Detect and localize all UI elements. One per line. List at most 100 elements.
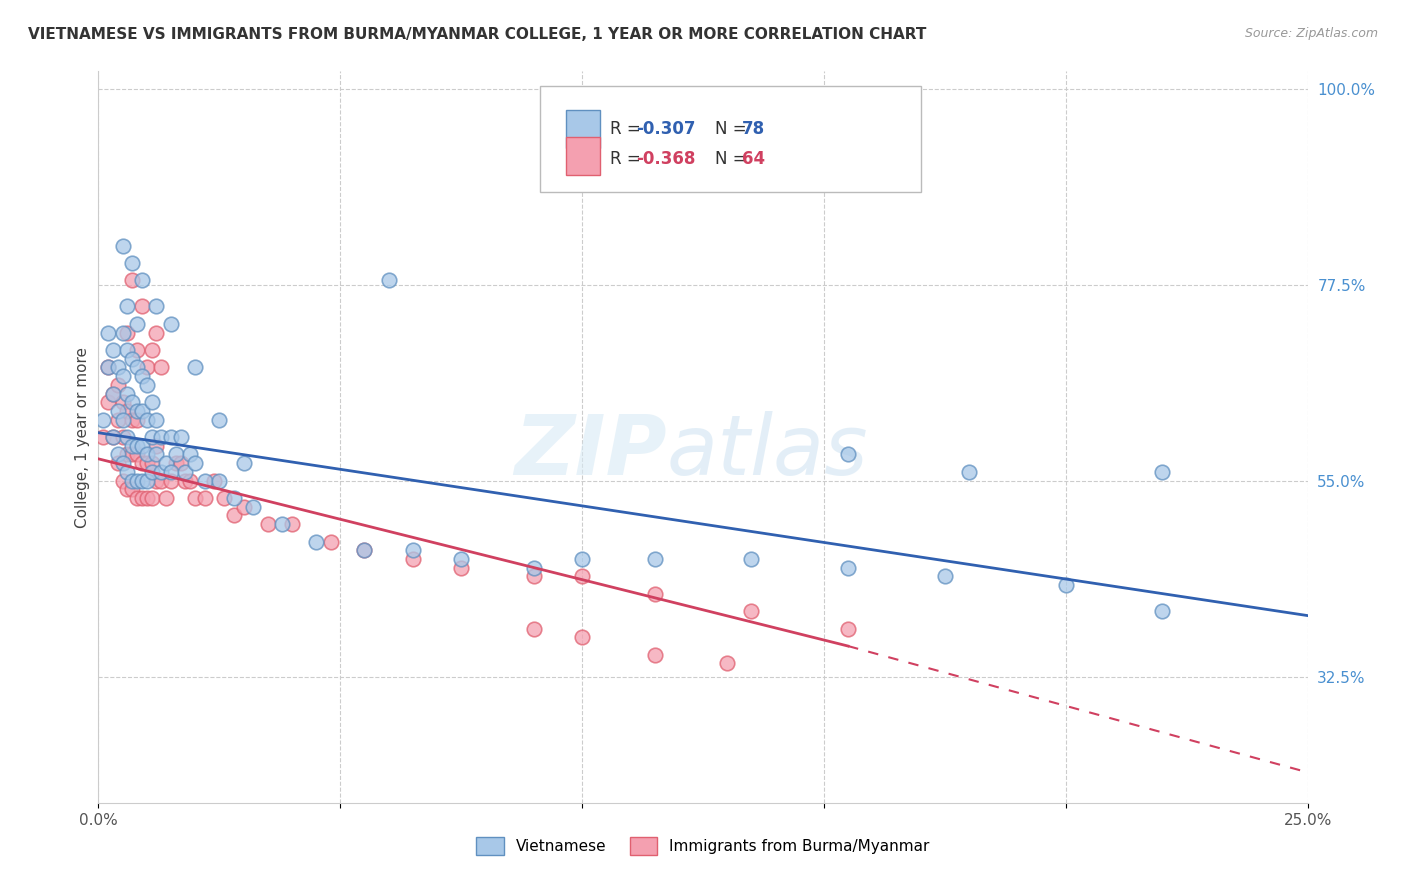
Point	[111, 369, 134, 384]
Point	[523, 560, 546, 574]
Point	[107, 456, 129, 470]
Point	[571, 552, 593, 566]
Point	[135, 448, 157, 462]
Point	[117, 300, 139, 314]
Point	[450, 552, 472, 566]
Point	[145, 300, 167, 314]
Point	[121, 412, 143, 426]
Point	[127, 474, 149, 488]
Point	[97, 360, 120, 375]
Point	[127, 491, 149, 505]
Point	[117, 343, 139, 357]
Point	[135, 456, 157, 470]
Point	[165, 456, 187, 470]
Point	[934, 569, 956, 583]
Point	[402, 552, 425, 566]
FancyBboxPatch shape	[540, 86, 921, 192]
Point	[107, 448, 129, 462]
Point	[121, 483, 143, 497]
Point	[97, 395, 120, 409]
Text: 78: 78	[742, 120, 765, 138]
Point	[121, 395, 143, 409]
Point	[256, 517, 278, 532]
Point	[111, 412, 134, 426]
Point	[160, 430, 183, 444]
Point	[242, 500, 264, 514]
Point	[194, 474, 217, 488]
Point	[305, 534, 328, 549]
Point	[160, 465, 183, 479]
Text: 64: 64	[742, 150, 765, 168]
Point	[91, 412, 114, 426]
Point	[141, 430, 163, 444]
Point	[141, 343, 163, 357]
Point	[155, 456, 177, 470]
Point	[121, 351, 143, 366]
Y-axis label: College, 1 year or more: College, 1 year or more	[75, 347, 90, 527]
Text: N =: N =	[716, 150, 752, 168]
Point	[145, 448, 167, 462]
Point	[107, 412, 129, 426]
Text: R =: R =	[610, 150, 645, 168]
Point	[212, 491, 235, 505]
Text: -0.368: -0.368	[637, 150, 696, 168]
Point	[174, 465, 197, 479]
Point	[127, 439, 149, 453]
Point	[353, 543, 375, 558]
Point	[107, 404, 129, 418]
Text: R =: R =	[610, 120, 645, 138]
Point	[145, 474, 167, 488]
Point	[111, 474, 134, 488]
Point	[179, 448, 201, 462]
Point	[571, 631, 593, 645]
Point	[740, 604, 762, 618]
Point	[135, 474, 157, 488]
Point	[127, 412, 149, 426]
Point	[208, 412, 231, 426]
Point	[141, 456, 163, 470]
Point	[131, 273, 153, 287]
Point	[1152, 604, 1174, 618]
Point	[101, 386, 124, 401]
Point	[131, 456, 153, 470]
Point	[91, 430, 114, 444]
Point	[107, 360, 129, 375]
Point	[377, 273, 399, 287]
Point	[644, 552, 666, 566]
Point	[145, 439, 167, 453]
Point	[127, 343, 149, 357]
Point	[179, 474, 201, 488]
Text: VIETNAMESE VS IMMIGRANTS FROM BURMA/MYANMAR COLLEGE, 1 YEAR OR MORE CORRELATION : VIETNAMESE VS IMMIGRANTS FROM BURMA/MYAN…	[28, 27, 927, 42]
Point	[837, 448, 859, 462]
Point	[117, 404, 139, 418]
Point	[117, 483, 139, 497]
Point	[523, 622, 546, 636]
Point	[169, 456, 191, 470]
Point	[101, 430, 124, 444]
Point	[145, 412, 167, 426]
Point	[121, 439, 143, 453]
Point	[141, 395, 163, 409]
Point	[281, 517, 304, 532]
Point	[644, 587, 666, 601]
Point	[135, 491, 157, 505]
Point	[121, 273, 143, 287]
Point	[131, 474, 153, 488]
Point	[121, 474, 143, 488]
Point	[571, 569, 593, 583]
Point	[155, 491, 177, 505]
Text: Source: ZipAtlas.com: Source: ZipAtlas.com	[1244, 27, 1378, 40]
Point	[184, 491, 207, 505]
Point	[97, 326, 120, 340]
Point	[97, 360, 120, 375]
Point	[117, 448, 139, 462]
Point	[111, 456, 134, 470]
Point	[184, 360, 207, 375]
Point	[837, 622, 859, 636]
Point	[141, 491, 163, 505]
Point	[117, 430, 139, 444]
Point	[127, 448, 149, 462]
Point	[117, 326, 139, 340]
Point	[353, 543, 375, 558]
Point	[169, 430, 191, 444]
